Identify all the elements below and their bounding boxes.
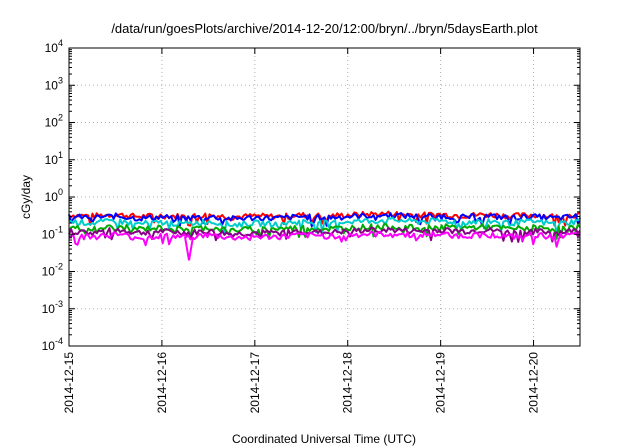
x-axis-label: Coordinated Universal Time (UTC) — [232, 432, 416, 446]
y-tick-label: 103 — [45, 75, 63, 92]
y-tick-label: 10-1 — [42, 224, 63, 241]
x-tick-label: 2014-12-20 — [527, 352, 541, 414]
series-line-5 — [68, 230, 581, 248]
y-tick-label: 102 — [45, 113, 63, 130]
x-tick-label: 2014-12-18 — [341, 352, 355, 414]
x-tick-label: 2014-12-16 — [155, 352, 169, 414]
y-axis-label: cGy/day — [19, 175, 33, 219]
chart-title: /data/run/goesPlots/archive/2014-12-20/1… — [111, 21, 538, 36]
series-line-4 — [68, 226, 581, 243]
x-tick-label: 2014-12-19 — [434, 352, 448, 414]
series-dip-0 — [184, 236, 194, 261]
series-line-3 — [68, 223, 581, 240]
y-tick-label: 10-2 — [42, 262, 63, 279]
y-tick-label: 101 — [45, 150, 63, 167]
series-line-1 — [68, 212, 581, 228]
y-tick-label: 100 — [45, 187, 63, 204]
y-tick-label: 104 — [45, 38, 63, 55]
x-tick-label: 2014-12-15 — [62, 352, 76, 414]
x-tick-label: 2014-12-17 — [248, 352, 262, 414]
y-tick-label: 10-4 — [42, 336, 63, 353]
series-line-2 — [68, 216, 581, 235]
y-tick-label: 10-3 — [42, 299, 63, 316]
